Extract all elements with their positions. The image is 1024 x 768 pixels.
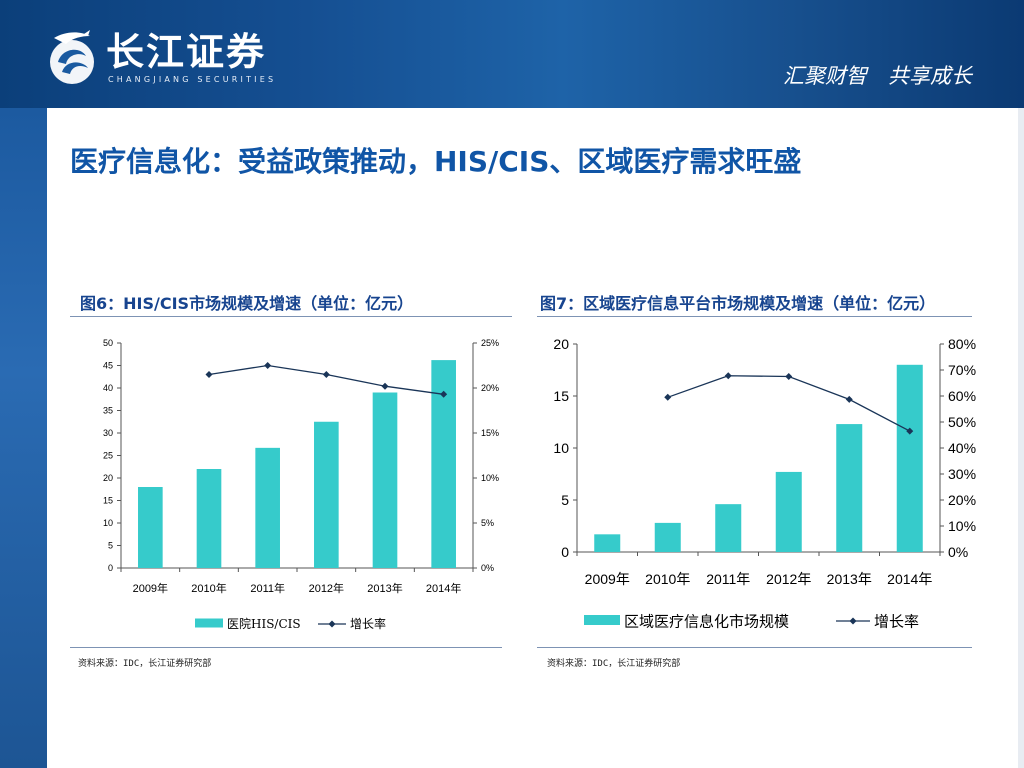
- fig6-y-right-tick-label: 25%: [481, 338, 499, 348]
- fig7-y-right-tick-label: 20%: [948, 492, 976, 508]
- fig7-x-tick-label: 2012年: [766, 571, 811, 587]
- fig6-growth-point: [440, 390, 448, 398]
- fig6-growth-point: [381, 382, 389, 390]
- fig6-x-tick-label: 2014年: [426, 581, 461, 595]
- fig6-y-right-tick-label: 10%: [481, 473, 499, 483]
- fig7-x-tick-label: 2011年: [706, 571, 750, 587]
- fig6-y-left-tick-label: 0: [108, 563, 113, 573]
- fig7-x-tick-label: 2009年: [585, 571, 630, 587]
- figure-6-caption: 图6：HIS/CIS市场规模及增速（单位：亿元）: [80, 294, 414, 313]
- company-logo: 长江证券 CHANGJIANG SECURITIES: [44, 28, 284, 90]
- figure-7-source: 资料来源：IDC，长江证券研究部: [547, 659, 681, 669]
- figure-7-bottom-rule: [537, 647, 972, 648]
- fig7-bar: [654, 522, 681, 552]
- figure-7-caption: 图7：区域医疗信息平台市场规模及增速（单位：亿元）: [540, 294, 936, 313]
- fig7-growth-point: [906, 427, 914, 435]
- fig6-y-left-tick-label: 40: [103, 383, 113, 393]
- fig6-y-right-tick-label: 20%: [481, 383, 499, 393]
- page-title: 医疗信息化：受益政策推动，HIS/CIS、区域医疗需求旺盛: [70, 145, 802, 178]
- fig6-y-left-tick-label: 20: [103, 473, 113, 483]
- fig6-bar: [138, 487, 163, 568]
- fig6-y-left-tick-label: 50: [103, 338, 113, 348]
- fig7-growth-point: [785, 373, 793, 380]
- fig7-x-tick-label: 2013年: [827, 571, 872, 587]
- fig6-x-tick-label: 2010年: [191, 581, 226, 595]
- fig6-x-tick-label: 2012年: [309, 581, 344, 595]
- figure-7-top-rule: [537, 316, 972, 317]
- figure-6-bottom-rule: [70, 647, 502, 648]
- fig6-legend-bar-swatch: [195, 618, 223, 628]
- fig6-y-left-tick-label: 30: [103, 428, 113, 438]
- figure-6-source: 资料来源：IDC，长江证券研究部: [78, 659, 212, 669]
- fig7-y-right-tick-label: 70%: [948, 362, 976, 378]
- fig6-bar: [314, 421, 339, 568]
- fig6-bar: [196, 469, 222, 568]
- fig6-y-left-tick-label: 35: [103, 406, 113, 416]
- fig7-y-left-tick-label: 10: [553, 440, 569, 456]
- fig7-x-tick-label: 2014年: [887, 571, 932, 587]
- fig6-legend-line-label: 增长率: [350, 616, 386, 631]
- fig7-bar: [896, 364, 923, 552]
- fig6-growth-point: [205, 371, 213, 378]
- fig6-growth-point: [264, 362, 272, 369]
- fig7-y-left-tick-label: 20: [553, 336, 569, 352]
- fig7-bar: [836, 424, 863, 552]
- fig6-x-tick-label: 2009年: [133, 581, 168, 595]
- header-slogan: 汇聚财智 共享成长: [783, 64, 972, 88]
- fig7-bar: [775, 471, 802, 552]
- fig6-bar: [372, 392, 398, 568]
- fig6-y-left-tick-label: 25: [103, 451, 113, 461]
- fig7-y-left-tick-label: 0: [561, 544, 569, 560]
- fig6-x-tick-label: 2013年: [367, 581, 402, 595]
- fig7-legend-bar-swatch: [584, 615, 620, 625]
- fig6-y-left-tick-label: 15: [103, 496, 113, 506]
- fig7-y-right-tick-label: 50%: [948, 414, 976, 430]
- fig7-growth-point: [845, 395, 853, 403]
- fig6-y-left-tick-label: 45: [103, 361, 113, 371]
- logo-chinese-name: 长江证券: [106, 29, 267, 74]
- logo-english-name: CHANGJIANG SECURITIES: [108, 75, 277, 84]
- fig6-y-left-tick-label: 5: [108, 541, 113, 551]
- fig6-y-right-tick-label: 15%: [481, 428, 499, 438]
- fig7-y-right-tick-label: 0%: [948, 544, 968, 560]
- header-banner: [0, 0, 1024, 108]
- fig6-x-tick-label: 2011年: [250, 581, 285, 595]
- fig7-legend-line-marker: [849, 617, 857, 625]
- fig7-bar: [715, 504, 742, 552]
- fig7-bar: [594, 534, 621, 552]
- fig7-y-right-tick-label: 10%: [948, 518, 976, 534]
- fig7-legend-bar-label: 区域医疗信息化市场规模: [624, 612, 789, 630]
- fig6-bar: [255, 447, 280, 568]
- fig7-x-tick-label: 2010年: [645, 571, 690, 587]
- fig6-growth-point: [322, 371, 330, 378]
- logo-emblem-icon: [50, 30, 94, 84]
- right-edge-shadow: [1018, 108, 1024, 768]
- fig7-growth-point: [724, 372, 732, 380]
- fig7-y-right-tick-label: 80%: [948, 336, 976, 352]
- fig6-y-right-tick-label: 0%: [481, 563, 494, 573]
- figure-6-top-rule: [70, 316, 512, 317]
- fig7-y-right-tick-label: 60%: [948, 388, 976, 404]
- left-decor-band: [0, 108, 47, 768]
- fig6-y-right-tick-label: 5%: [481, 518, 494, 528]
- fig7-legend-line-label: 增长率: [874, 612, 919, 630]
- fig7-growth-line: [667, 375, 911, 432]
- fig7-growth-point: [664, 393, 672, 401]
- fig7-y-right-tick-label: 30%: [948, 466, 976, 482]
- fig6-y-left-tick-label: 10: [103, 518, 113, 528]
- fig7-y-left-tick-label: 15: [553, 388, 569, 404]
- fig7-y-right-tick-label: 40%: [948, 440, 976, 456]
- fig6-legend-line-marker: [328, 620, 336, 628]
- fig7-y-left-tick-label: 5: [561, 492, 569, 508]
- fig6-legend-bar-label: 医院HIS/CIS: [227, 617, 301, 631]
